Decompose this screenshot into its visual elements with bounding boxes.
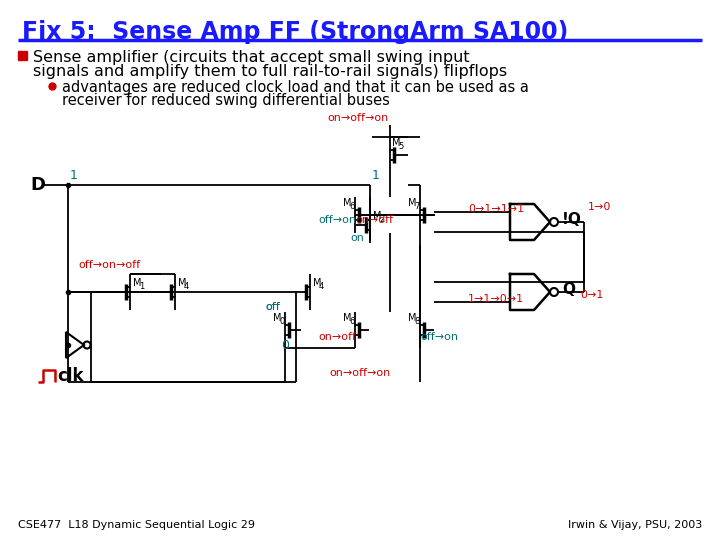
Text: on→off: on→off (355, 215, 393, 225)
Text: 1: 1 (70, 169, 78, 182)
Text: M: M (343, 198, 351, 208)
Text: M: M (313, 278, 322, 288)
Text: Q: Q (562, 282, 575, 298)
Text: 1: 1 (372, 169, 380, 182)
Text: off→on→off: off→on→off (78, 260, 140, 270)
Text: Fix 5:  Sense Amp FF (StrongArm SA100): Fix 5: Sense Amp FF (StrongArm SA100) (22, 20, 568, 44)
Text: on→off: on→off (318, 332, 356, 342)
Text: signals and amplify them to full rail-to-rail signals) flipflops: signals and amplify them to full rail-to… (33, 64, 507, 79)
Text: M: M (392, 138, 400, 148)
Text: 6: 6 (349, 202, 354, 211)
Text: 8: 8 (414, 317, 419, 326)
Text: 0: 0 (281, 339, 289, 352)
Text: off→on: off→on (420, 332, 458, 342)
Text: D: D (30, 176, 45, 194)
Text: M: M (408, 198, 416, 208)
Text: Sense amplifier (circuits that accept small swing input: Sense amplifier (circuits that accept sm… (33, 50, 469, 65)
Text: 0: 0 (279, 317, 284, 326)
Text: off: off (265, 302, 280, 312)
Text: 1→0: 1→0 (588, 202, 611, 212)
Text: M: M (133, 278, 142, 288)
Text: advantages are reduced clock load and that it can be used as a: advantages are reduced clock load and th… (62, 80, 529, 95)
Text: off→on: off→on (318, 215, 356, 225)
Text: 1→1→0→1: 1→1→0→1 (468, 294, 524, 304)
Text: Irwin & Vijay, PSU, 2003: Irwin & Vijay, PSU, 2003 (568, 520, 702, 530)
Text: 6: 6 (349, 317, 354, 326)
Text: M: M (273, 313, 282, 323)
Text: off: off (265, 302, 280, 312)
Text: 0→1: 0→1 (580, 290, 603, 300)
Text: on→off→on: on→off→on (328, 113, 389, 123)
Text: 4: 4 (184, 282, 189, 291)
Text: 5: 5 (398, 142, 403, 151)
Text: 2: 2 (379, 215, 384, 224)
Text: M: M (373, 211, 382, 221)
Text: 7: 7 (414, 202, 419, 211)
Text: 4: 4 (319, 282, 324, 291)
Text: receiver for reduced swing differential buses: receiver for reduced swing differential … (62, 93, 390, 108)
Text: clk: clk (57, 367, 84, 385)
Text: M: M (343, 313, 351, 323)
Text: 0→1→1→1: 0→1→1→1 (468, 204, 524, 214)
Text: on: on (350, 233, 364, 243)
Text: M: M (178, 278, 186, 288)
Text: 1: 1 (139, 282, 144, 291)
Text: CSE477  L18 Dynamic Sequential Logic 29: CSE477 L18 Dynamic Sequential Logic 29 (18, 520, 255, 530)
Bar (18, 51, 27, 60)
Text: M: M (408, 313, 416, 323)
Text: on→off→on: on→off→on (329, 368, 391, 378)
Text: !Q: !Q (562, 213, 582, 227)
